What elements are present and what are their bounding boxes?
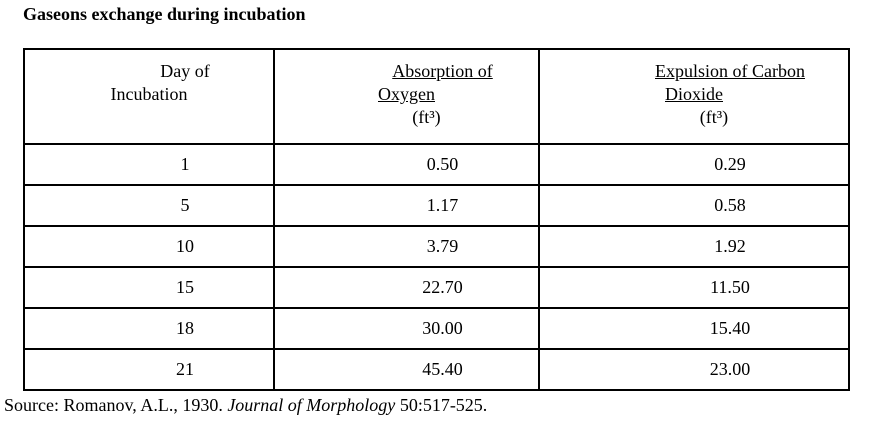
cell-co2: 23.00 xyxy=(538,348,850,391)
source-suffix: 50:517-525. xyxy=(395,395,488,415)
table-row: 5 1.17 0.58 xyxy=(23,184,850,227)
cell-value: 3.79 xyxy=(426,236,459,256)
cell-value: 1.17 xyxy=(426,195,459,215)
cell-day: 15 xyxy=(23,266,275,309)
cell-value: 23.00 xyxy=(709,359,751,379)
header-label: Absorption of Oxygen xyxy=(275,60,538,106)
cell-co2: 1.92 xyxy=(538,225,850,268)
unit-label: (ft³) xyxy=(699,107,729,127)
cell-value: 30.00 xyxy=(422,318,463,338)
header-line-2: Oxygen xyxy=(378,84,435,104)
cell-oxygen: 30.00 xyxy=(273,307,540,350)
cell-oxygen: 3.79 xyxy=(273,225,540,268)
gas-exchange-table: Day of Incubation Absorption of Oxygen (… xyxy=(23,48,850,391)
header-label: Day of Incubation xyxy=(25,60,273,106)
unit-label: (ft³) xyxy=(412,107,441,127)
cell-value: 22.70 xyxy=(422,277,463,297)
cell-day: 21 xyxy=(23,348,275,391)
header-line-1: Day of xyxy=(160,61,210,81)
table-row: 18 30.00 15.40 xyxy=(23,307,850,350)
header-line-2: Dioxide xyxy=(665,84,723,104)
cell-value: 45.40 xyxy=(422,359,463,379)
cell-value: 0.29 xyxy=(714,154,746,174)
cell-value: 21 xyxy=(176,359,194,379)
col-header-day-of-incubation: Day of Incubation xyxy=(23,48,275,145)
cell-value: 15 xyxy=(176,277,194,297)
header-line-1: Absorption of xyxy=(392,61,493,81)
cell-value: 0.58 xyxy=(714,195,746,215)
cell-value: 10 xyxy=(176,236,194,256)
cell-oxygen: 0.50 xyxy=(273,143,540,186)
cell-oxygen: 1.17 xyxy=(273,184,540,227)
table-row: 15 22.70 11.50 xyxy=(23,266,850,309)
table-row: 10 3.79 1.92 xyxy=(23,225,850,268)
page-title: Gaseons exchange during incubation xyxy=(23,4,306,24)
cell-value: 15.40 xyxy=(709,318,751,338)
col-header-co2-expulsion: Expulsion of Carbon Dioxide (ft³) xyxy=(538,48,850,145)
cell-day: 5 xyxy=(23,184,275,227)
journal-name: Journal of Morphology xyxy=(227,395,396,415)
cell-day: 1 xyxy=(23,143,275,186)
cell-day: 10 xyxy=(23,225,275,268)
cell-co2: 0.29 xyxy=(538,143,850,186)
cell-day: 18 xyxy=(23,307,275,350)
cell-oxygen: 22.70 xyxy=(273,266,540,309)
cell-value: 0.50 xyxy=(426,154,459,174)
header-line-2: Incubation xyxy=(110,84,188,104)
col-header-oxygen-absorption: Absorption of Oxygen (ft³) xyxy=(273,48,540,145)
header-row: Day of Incubation Absorption of Oxygen (… xyxy=(23,48,850,145)
cell-value: 18 xyxy=(176,318,194,338)
cell-value: 1.92 xyxy=(714,236,746,256)
cell-co2: 0.58 xyxy=(538,184,850,227)
source-prefix: Source: Romanov, A.L., 1930. xyxy=(4,395,228,415)
header-label: Expulsion of Carbon Dioxide xyxy=(540,60,848,106)
header-line-1: Expulsion of Carbon xyxy=(655,61,805,81)
table-row: 1 0.50 0.29 xyxy=(23,143,850,186)
table-row: 21 45.40 23.00 xyxy=(23,348,850,391)
cell-co2: 15.40 xyxy=(538,307,850,350)
cell-value: 1 xyxy=(180,154,190,174)
source-citation: Source: Romanov, A.L., 1930. Journal of … xyxy=(4,395,487,416)
cell-co2: 11.50 xyxy=(538,266,850,309)
cell-oxygen: 45.40 xyxy=(273,348,540,391)
cell-value: 11.50 xyxy=(710,277,750,297)
cell-value: 5 xyxy=(180,195,190,215)
